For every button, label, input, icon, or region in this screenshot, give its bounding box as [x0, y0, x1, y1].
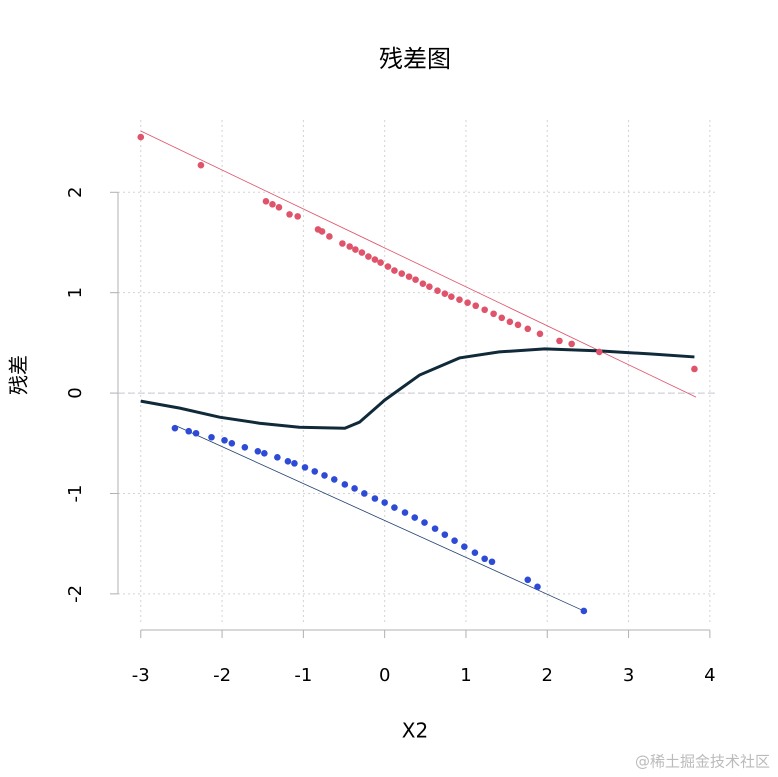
point [221, 436, 228, 444]
point [536, 330, 544, 338]
point [431, 525, 439, 532]
y-tick-label: 2 [65, 187, 86, 198]
chart-title: 残差图 [379, 45, 451, 73]
point [301, 464, 309, 471]
point [274, 454, 281, 461]
point [346, 243, 354, 250]
point [197, 161, 205, 169]
point [377, 259, 384, 266]
point [352, 246, 359, 253]
point [321, 472, 328, 479]
x-axis-label: X2 [402, 719, 428, 743]
x-tick-label: 2 [542, 665, 553, 686]
point [456, 296, 463, 304]
x-tick-label: 0 [379, 665, 390, 686]
point [371, 495, 379, 502]
point [481, 306, 488, 314]
point [556, 337, 563, 345]
point [691, 365, 698, 373]
point [524, 325, 532, 333]
point [262, 198, 270, 205]
point [254, 448, 262, 455]
point [241, 443, 249, 451]
point [524, 576, 532, 584]
fit-line [140, 130, 697, 398]
point [228, 439, 236, 447]
watermark: @稀土掘金技术社区 [635, 753, 770, 771]
point [419, 280, 427, 287]
x-tick-label: 3 [623, 665, 634, 686]
point [381, 499, 388, 506]
y-tick-label: 0 [65, 387, 86, 398]
point [568, 340, 575, 348]
x-tick-label: 4 [704, 665, 715, 686]
point [391, 267, 398, 274]
point [311, 468, 319, 475]
point [341, 481, 349, 488]
point [275, 204, 283, 211]
point [426, 283, 433, 290]
point [384, 263, 392, 270]
y-tick-label: -2 [65, 585, 86, 603]
x-tick-label: -2 [213, 665, 231, 686]
fit-line [174, 424, 585, 612]
point [330, 476, 338, 483]
point [514, 321, 522, 329]
point [412, 276, 419, 283]
point [339, 240, 346, 247]
point [294, 213, 301, 220]
point [171, 424, 179, 432]
point [284, 458, 292, 465]
point [580, 607, 588, 615]
point [286, 211, 293, 218]
point [361, 490, 368, 497]
x-tick-label: 1 [460, 665, 471, 686]
y-axis-label: 残差 [7, 355, 31, 395]
point [448, 293, 455, 300]
point [441, 531, 449, 538]
point [365, 253, 372, 260]
x-tick-label: -3 [132, 665, 150, 686]
point [464, 299, 471, 307]
point [261, 450, 268, 457]
point [405, 273, 413, 280]
point [490, 310, 497, 318]
point [481, 555, 488, 563]
point [351, 485, 358, 492]
point [596, 348, 603, 356]
y-tick-label: 1 [65, 287, 86, 298]
point [472, 302, 480, 310]
point [185, 427, 193, 435]
point [318, 228, 326, 235]
point [441, 290, 449, 297]
point [434, 287, 441, 294]
point [398, 270, 406, 277]
point [371, 256, 379, 263]
point [192, 429, 200, 437]
point [269, 201, 276, 208]
fit-line [140, 347, 695, 430]
point [208, 433, 215, 441]
point [391, 504, 398, 511]
point [471, 549, 479, 557]
point [401, 509, 409, 516]
point [461, 543, 468, 550]
point [358, 249, 366, 256]
point [488, 558, 496, 566]
point [451, 537, 458, 544]
point [326, 233, 333, 240]
point [411, 514, 419, 521]
y-tick-label: -1 [65, 485, 86, 503]
point [498, 314, 506, 322]
point [137, 133, 145, 141]
x-tick-label: -1 [294, 665, 312, 686]
point [291, 460, 298, 467]
point [421, 519, 428, 526]
point [534, 583, 541, 591]
point [506, 318, 514, 326]
